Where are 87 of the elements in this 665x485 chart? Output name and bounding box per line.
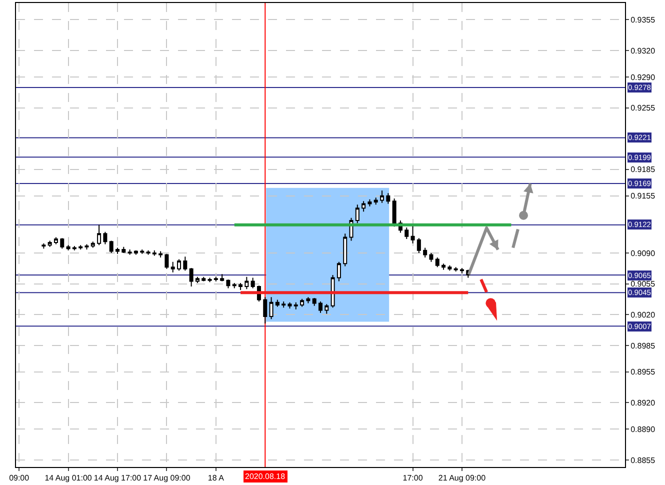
- candlestick: [435, 256, 440, 268]
- candlestick: [170, 261, 175, 273]
- candlestick: [423, 247, 428, 258]
- candlestick: [189, 268, 194, 288]
- candlestick: [294, 302, 298, 310]
- candlestick: [146, 250, 150, 256]
- candlestick: [177, 258, 182, 272]
- candlestick: [448, 264, 452, 272]
- candlestick: [232, 282, 236, 289]
- candlestick: [164, 253, 169, 270]
- candlestick: [362, 200, 366, 212]
- x-tick-label: 17:00: [402, 474, 424, 483]
- y-tick-label: 0.9290: [630, 72, 656, 82]
- candlestick: [48, 240, 52, 248]
- candlestick: [374, 197, 378, 206]
- candlestick: [416, 238, 421, 254]
- candlestick: [226, 278, 230, 289]
- candlestick: [90, 241, 95, 248]
- candlestick: [386, 192, 390, 204]
- y-tick-label: 0.9320: [630, 46, 656, 56]
- y-tick-label: 0.9090: [630, 248, 656, 258]
- y-tick-label: 0.8985: [630, 341, 656, 350]
- candlestick: [312, 297, 316, 306]
- candlestick: [158, 250, 163, 258]
- candlestick: [454, 266, 458, 272]
- y-tick-label: 0.9155: [630, 192, 656, 201]
- candlestick: [442, 263, 446, 270]
- candlestick: [288, 302, 292, 310]
- candlestick: [122, 246, 126, 254]
- y-tick-label: 0.9355: [630, 16, 656, 25]
- y-tick-label: 0.9055: [630, 280, 656, 289]
- candlestick: [183, 256, 188, 272]
- candlestick: [60, 238, 64, 250]
- candlestick: [324, 304, 329, 314]
- candlestick: [263, 296, 268, 324]
- y-tick-label: 0.9020: [630, 310, 656, 320]
- y-tick-label: 0.9255: [630, 104, 656, 113]
- candlestick: [54, 236, 58, 245]
- candlestick: [195, 276, 200, 284]
- candlestick: [330, 274, 335, 308]
- candlestick: [410, 224, 415, 244]
- candlestick: [103, 231, 108, 245]
- candlestick: [460, 268, 464, 274]
- candlestick: [368, 198, 372, 207]
- candlestick: [214, 276, 218, 282]
- candlestick: [66, 244, 70, 251]
- candlestick: [140, 249, 144, 254]
- candlestick: [300, 298, 304, 308]
- candlestick: [220, 274, 224, 282]
- y-tick-label: 0.8890: [630, 424, 656, 434]
- candlestick: [208, 277, 212, 283]
- candlestick: [404, 227, 409, 240]
- candlestick: [238, 282, 243, 291]
- candlestick: [152, 250, 156, 256]
- candlestick: [306, 296, 310, 304]
- y-tick-label: 0.8920: [630, 398, 656, 408]
- text: 2020.08.18: [245, 472, 286, 481]
- y-tick-label: 0.9185: [630, 165, 656, 174]
- candlestick: [128, 249, 132, 256]
- candlestick: [429, 252, 434, 262]
- candlestick: [336, 261, 341, 282]
- candlestick: [282, 300, 286, 308]
- candlestick: [343, 233, 348, 267]
- y-tick-label: 0.8855: [630, 456, 656, 465]
- candlestick: [78, 244, 83, 250]
- x-tick-label: 14 Aug 01:00: [44, 474, 92, 483]
- candlestick: [202, 276, 206, 282]
- x-tick-label: 17 Aug 09:00: [143, 474, 191, 483]
- candlestick: [318, 300, 323, 314]
- candlestick: [97, 224, 102, 246]
- candlestick: [250, 277, 255, 289]
- candlestick: [134, 250, 138, 256]
- candlestick: [269, 296, 274, 320]
- x-tick-label: 21 Aug 09:00: [438, 474, 486, 483]
- x-tick-label: 09:00: [9, 474, 30, 483]
- candlestick: [380, 190, 384, 204]
- candlestick: [275, 299, 280, 308]
- x-tick-label: 18 A: [208, 474, 225, 483]
- candlestick: [109, 240, 114, 254]
- y-tick-label: 0.8955: [630, 368, 656, 377]
- candlestick: [355, 204, 360, 224]
- x-tick-label: 14 Aug 17:00: [94, 474, 142, 483]
- candlestick: [244, 276, 249, 290]
- candlestick: [72, 246, 76, 251]
- candlestick: [115, 247, 120, 254]
- candlestick: [42, 242, 46, 250]
- candlestick: [84, 244, 89, 250]
